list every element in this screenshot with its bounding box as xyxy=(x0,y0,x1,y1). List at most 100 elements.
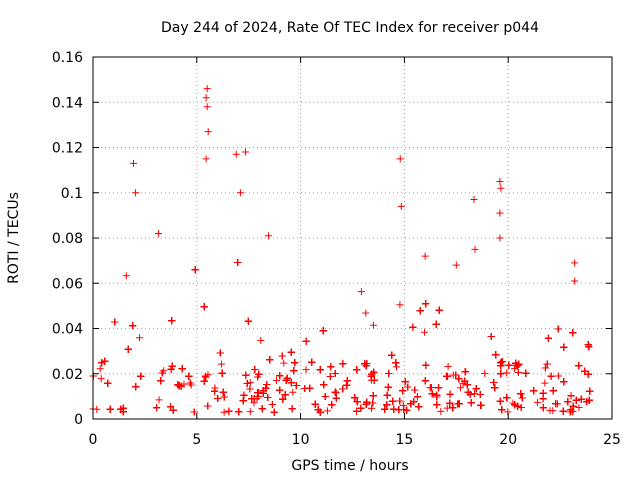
y-tick-label: 0.12 xyxy=(52,141,83,157)
data-point xyxy=(368,404,376,412)
grid-lines xyxy=(93,57,612,419)
data-point xyxy=(497,362,505,370)
data-point xyxy=(410,398,418,406)
data-point xyxy=(96,365,104,373)
data-point xyxy=(569,402,577,410)
y-tick-label: 0.1 xyxy=(61,186,83,202)
data-point xyxy=(200,303,208,311)
data-point xyxy=(190,408,198,416)
data-point xyxy=(428,390,436,398)
data-point xyxy=(477,401,485,409)
data-point xyxy=(517,390,525,398)
data-point-peak xyxy=(571,259,579,267)
data-point xyxy=(225,407,233,415)
data-point xyxy=(547,372,555,380)
data-point xyxy=(136,334,144,342)
data-point xyxy=(264,394,272,402)
data-point xyxy=(401,378,409,386)
data-point xyxy=(357,288,365,296)
data-point xyxy=(268,400,276,408)
data-point xyxy=(481,369,489,377)
data-point xyxy=(250,395,258,403)
data-point xyxy=(257,337,265,345)
data-point-peak xyxy=(203,85,211,93)
data-point xyxy=(422,361,430,369)
data-point-peak xyxy=(471,245,479,253)
data-point xyxy=(211,387,219,395)
data-point-peak xyxy=(571,277,579,285)
data-point-peak xyxy=(421,252,429,260)
data-point xyxy=(263,381,271,388)
data-point xyxy=(404,383,412,391)
data-point-peak xyxy=(232,150,240,158)
data-point xyxy=(567,392,575,400)
x-tick-label: 5 xyxy=(192,432,201,448)
data-point xyxy=(392,363,400,371)
data-point xyxy=(421,377,429,385)
data-point xyxy=(254,373,262,381)
data-point xyxy=(446,399,454,407)
data-point xyxy=(541,364,549,372)
data-point xyxy=(167,365,175,373)
data-points xyxy=(89,85,594,416)
data-point xyxy=(422,300,430,308)
data-point xyxy=(367,372,375,380)
data-point xyxy=(554,372,562,380)
data-point xyxy=(496,397,504,405)
data-point xyxy=(321,393,329,401)
data-point xyxy=(157,377,165,385)
data-point xyxy=(416,307,424,315)
data-point xyxy=(491,384,499,392)
data-point xyxy=(389,397,397,405)
data-point xyxy=(461,368,469,376)
data-point xyxy=(220,408,228,416)
data-point xyxy=(361,360,369,368)
data-point xyxy=(583,398,591,406)
data-point xyxy=(522,369,530,377)
data-point xyxy=(472,385,480,393)
data-point xyxy=(541,379,549,387)
data-point xyxy=(446,390,454,398)
data-point xyxy=(455,375,463,383)
data-point xyxy=(240,391,248,399)
data-point xyxy=(584,370,592,378)
data-point xyxy=(255,388,263,396)
data-point xyxy=(505,361,513,369)
data-point xyxy=(246,379,254,387)
data-point xyxy=(327,363,335,371)
data-point xyxy=(291,359,299,367)
data-point xyxy=(124,345,132,353)
data-point xyxy=(435,384,443,392)
data-point xyxy=(259,389,267,397)
data-point xyxy=(235,408,243,416)
data-point xyxy=(287,348,295,356)
chart-title: Day 244 of 2024, Rate Of TEC Index for r… xyxy=(161,20,539,36)
y-tick-label: 0.02 xyxy=(52,367,83,383)
data-point xyxy=(514,402,522,410)
data-point xyxy=(581,367,589,375)
data-point-peak xyxy=(496,177,504,185)
data-point xyxy=(432,320,440,328)
data-point-peak xyxy=(496,234,504,242)
data-point xyxy=(204,402,212,410)
data-point xyxy=(214,395,222,403)
data-point xyxy=(289,388,297,396)
data-point xyxy=(132,383,140,391)
data-point xyxy=(503,369,511,377)
data-point xyxy=(444,363,452,371)
data-point xyxy=(546,407,554,415)
data-point xyxy=(433,401,441,409)
data-point xyxy=(287,379,295,387)
data-point xyxy=(332,394,340,402)
data-point xyxy=(280,359,288,367)
data-point xyxy=(246,385,254,393)
data-point xyxy=(98,359,106,367)
data-point xyxy=(390,405,398,413)
data-point xyxy=(129,322,137,330)
data-point-peak xyxy=(203,103,211,111)
data-point xyxy=(560,378,568,386)
data-point xyxy=(388,351,396,359)
data-point xyxy=(339,385,347,393)
y-tick-label: 0.04 xyxy=(52,322,83,338)
data-point xyxy=(262,384,270,392)
